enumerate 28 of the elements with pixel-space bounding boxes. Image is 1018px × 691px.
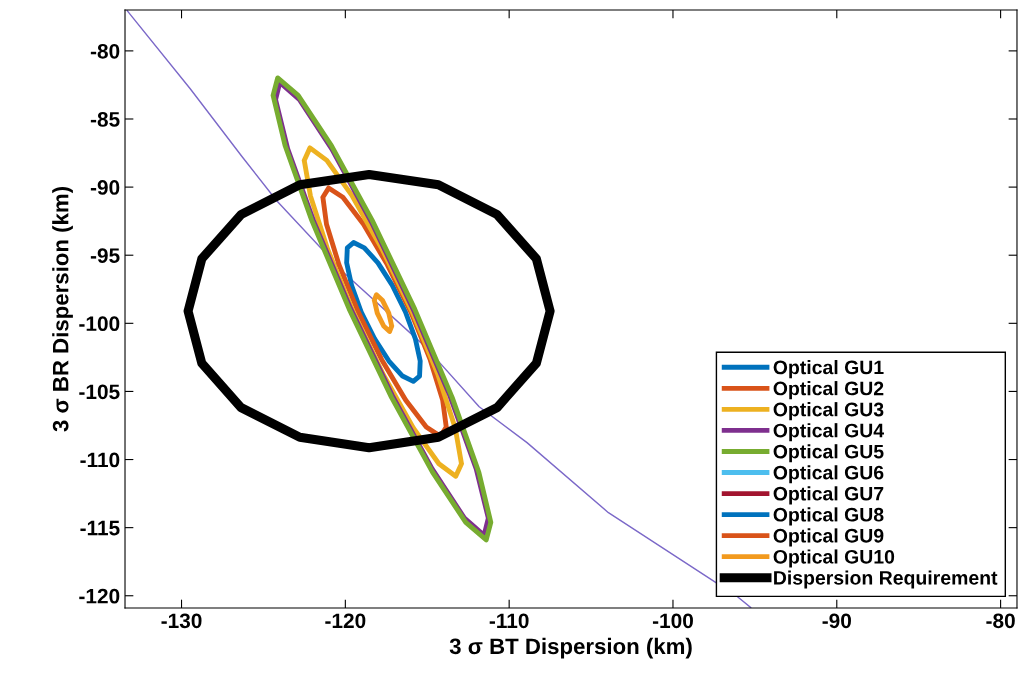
y-tick-label: -85: [90, 111, 120, 127]
x-axis-title: 3 σ BT Dispersion (km): [449, 637, 692, 659]
legend-label: Optical GU10: [773, 549, 895, 568]
y-tick-label: -95: [90, 248, 120, 263]
x-tick-label: -130: [161, 613, 202, 629]
y-tick-label: -110: [80, 452, 120, 468]
legend-label: Optical GU1: [773, 360, 884, 379]
legend-label: Dispersion Requirement: [774, 570, 998, 589]
y-tick-label: -80: [90, 43, 120, 59]
y-tick-label: -120: [79, 588, 120, 604]
legend-label: Optical GU5: [773, 444, 884, 463]
legend-label: Optical GU4: [773, 423, 884, 442]
legend-label: Optical GU8: [773, 507, 884, 526]
legend-label: Optical GU2: [773, 381, 884, 400]
y-axis-title: 3 σ BR Dispersion (km): [52, 187, 73, 432]
x-tick-label: -120: [325, 613, 366, 629]
legend-label: Optical GU9: [773, 528, 884, 547]
legend-label: Optical GU7: [773, 486, 884, 505]
x-tick-label: -100: [652, 613, 693, 629]
legend-label: Optical GU3: [773, 402, 884, 421]
x-tick-label: -80: [986, 613, 1015, 629]
y-tick-label: -100: [79, 316, 120, 332]
x-tick-label: -110: [489, 613, 529, 629]
y-tick-label: -105: [79, 384, 120, 400]
y-tick-label: -115: [80, 520, 120, 536]
x-tick-label: -90: [822, 613, 851, 629]
legend-label: Optical GU6: [773, 465, 884, 484]
y-tick-label: -90: [90, 180, 120, 195]
